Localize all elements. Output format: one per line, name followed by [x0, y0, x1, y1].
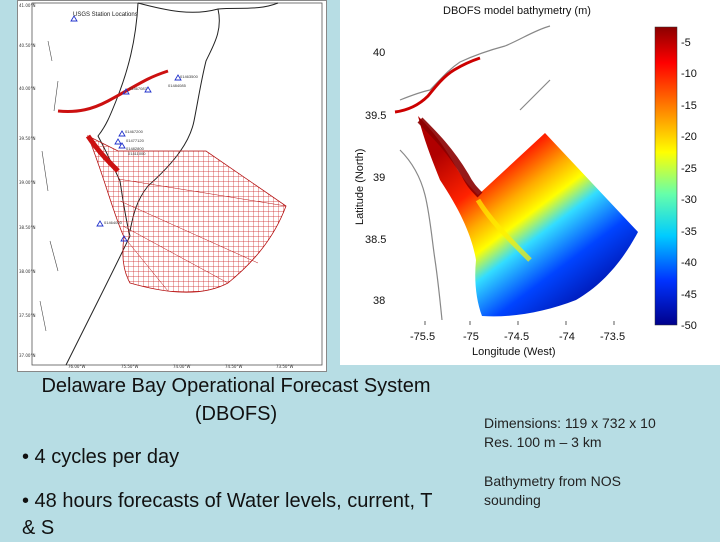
colorbar-tick: -40	[681, 257, 697, 269]
lon-tick: -74.5	[504, 331, 530, 343]
lat-tick: 39	[373, 172, 386, 184]
colorbar-tick: -30	[681, 194, 697, 206]
grid-map-graphic	[31, 2, 323, 366]
station-marker	[96, 220, 104, 227]
river-channel	[394, 56, 481, 114]
station-marker	[118, 130, 126, 137]
lat-tick: 40.50°N	[19, 43, 36, 48]
bathymetry-panel: DBOFS model bathymetry (m) 40 39.5 39 38…	[340, 0, 720, 365]
bathymetry-domain	[418, 116, 638, 317]
colorbar-tick: -5	[681, 37, 691, 49]
lon-tick: 73.50°W	[276, 364, 294, 369]
lat-tick: 41.00°N	[19, 3, 36, 8]
station-marker	[114, 138, 122, 145]
lon-tick: -75	[463, 331, 479, 343]
resolution-note: Res. 100 m – 3 km	[484, 434, 602, 450]
colorbar	[654, 26, 678, 326]
y-axis-label: Latitude (North)	[354, 148, 366, 225]
lat-tick: 37.50°N	[19, 313, 36, 318]
station-marker	[144, 86, 152, 93]
lon-tick: -73.5	[600, 331, 626, 343]
lat-tick: 38.00°N	[19, 269, 36, 274]
lat-tick: 38.50°N	[19, 225, 36, 230]
station-label: 01484085	[168, 83, 186, 88]
station-label: 01467087	[129, 86, 147, 91]
lon-tick: 75.50°W	[121, 364, 139, 369]
lat-tick: 40.00°N	[19, 86, 36, 91]
lon-tick: 74.50°W	[225, 364, 243, 369]
colorbar-tick: -45	[681, 289, 697, 301]
slide-title: Delaware Bay Operational Forecast System…	[41, 375, 431, 425]
station-label: 01463500	[180, 74, 198, 79]
lat-tick: 39.00°N	[19, 180, 36, 185]
station-marker	[70, 15, 78, 22]
bathymetry-graphic	[381, 24, 678, 326]
model-grid	[87, 135, 287, 293]
lon-tick: 74.00°W	[173, 364, 191, 369]
dimensions-note: Dimensions: 119 x 732 x 10	[484, 415, 656, 431]
station-label: 01477120	[126, 138, 144, 143]
colorbar-tick: -25	[681, 163, 697, 175]
lat-tick: 39.50°N	[19, 136, 36, 141]
station-marker	[120, 235, 128, 242]
station-marker	[174, 74, 182, 81]
lon-tick: 76.00°W	[68, 364, 86, 369]
x-axis-label: Longitude (West)	[472, 346, 556, 358]
colorbar-tick: -50	[681, 320, 697, 332]
station-label: 01411000	[128, 151, 146, 156]
lat-tick: 39.5	[365, 110, 387, 122]
lat-tick: 38.5	[365, 234, 387, 246]
bullet-forecasts: • 48 hours forecasts of Water levels, cu…	[22, 490, 433, 539]
station-legend: USGS Station Locations	[73, 12, 138, 18]
lon-tick: -74	[559, 331, 575, 343]
lat-tick: 40	[373, 47, 386, 59]
grid-map-panel: USGS Station Locations 01463500 01484085…	[17, 0, 327, 372]
bullet-cycles: • 4 cycles per day	[22, 446, 180, 468]
colorbar-tick: -20	[681, 131, 697, 143]
station-label: 01464000	[104, 220, 122, 225]
lat-tick: 37.00°N	[19, 353, 36, 358]
station-label: 01467200	[125, 129, 143, 134]
bathymetry-title: DBOFS model bathymetry (m)	[443, 5, 591, 17]
colorbar-tick: -10	[681, 68, 697, 80]
station-marker	[122, 88, 130, 95]
station-marker	[118, 142, 126, 149]
lat-tick: 38	[373, 295, 386, 307]
colorbar-tick: -35	[681, 226, 697, 238]
river-channel	[57, 69, 169, 113]
bathymetry-source-note: Bathymetry from NOS sounding	[484, 473, 621, 508]
lon-tick: -75.5	[410, 331, 436, 343]
station-label: 01482800	[126, 146, 144, 151]
colorbar-tick: -15	[681, 100, 697, 112]
